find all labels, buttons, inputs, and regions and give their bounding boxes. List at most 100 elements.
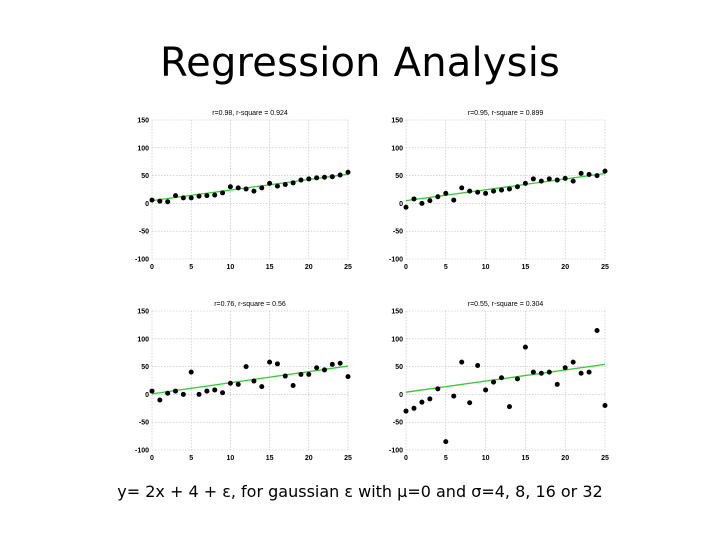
x-tick-label: 0 <box>150 455 154 462</box>
data-point <box>546 176 552 182</box>
slide-caption: y= 2x + 4 + ε, for gaussian ε with μ=0 a… <box>117 482 603 501</box>
y-tick-label: 0 <box>399 392 403 399</box>
data-point <box>451 197 457 203</box>
data-point <box>467 400 473 406</box>
data-point <box>483 387 489 393</box>
data-point <box>403 408 409 414</box>
y-tick-label: 50 <box>141 173 149 180</box>
y-tick-label: 100 <box>391 336 403 343</box>
data-point <box>204 193 210 199</box>
data-point <box>329 174 335 180</box>
data-point <box>602 403 608 409</box>
slide-title: Regression Analysis <box>159 40 561 86</box>
data-point <box>562 175 568 181</box>
data-point <box>345 169 351 175</box>
data-point <box>282 181 288 187</box>
y-tick-label: -100 <box>135 257 149 264</box>
scatter-plot-sigma-8: r=0.95, r-square = 0.899-100-50050100150… <box>389 110 609 271</box>
data-point <box>220 390 226 396</box>
data-point <box>499 375 505 381</box>
data-point <box>267 180 273 186</box>
data-point <box>188 369 194 375</box>
data-point <box>204 388 210 394</box>
data-point <box>235 381 241 387</box>
data-point <box>586 369 592 375</box>
data-point <box>419 200 425 206</box>
y-tick-label: 0 <box>399 201 403 208</box>
x-tick-label: 5 <box>189 455 193 462</box>
data-point <box>475 189 481 195</box>
data-point <box>594 327 600 333</box>
data-point <box>562 365 568 371</box>
data-point <box>506 186 512 192</box>
scatter-plot-sigma-4: r=0.98, r-square = 0.924-100-50050100150… <box>135 110 352 271</box>
data-point <box>602 168 608 174</box>
data-point <box>251 378 257 384</box>
x-tick-label: 10 <box>227 264 235 271</box>
data-point <box>290 383 296 389</box>
data-point <box>419 399 425 405</box>
data-point <box>251 188 257 194</box>
x-tick-label: 25 <box>601 455 609 462</box>
data-point <box>298 371 304 377</box>
y-tick-label: -50 <box>393 420 403 427</box>
x-tick-label: 0 <box>404 264 408 271</box>
data-point <box>403 204 409 210</box>
y-tick-label: 100 <box>391 145 403 152</box>
data-point <box>149 197 155 203</box>
data-point <box>522 344 528 350</box>
x-tick-label: 15 <box>266 455 274 462</box>
data-point <box>329 361 335 367</box>
data-point <box>196 193 202 199</box>
data-point <box>491 379 497 385</box>
x-tick-label: 15 <box>522 455 530 462</box>
data-point <box>220 190 226 196</box>
data-point <box>282 373 288 379</box>
data-point <box>411 196 417 202</box>
data-point <box>243 364 249 370</box>
data-point <box>337 172 343 178</box>
data-point <box>196 391 202 397</box>
x-tick-label: 20 <box>305 264 313 271</box>
data-point <box>345 374 351 380</box>
y-tick-label: 0 <box>145 392 149 399</box>
data-point <box>337 360 343 366</box>
data-point <box>298 177 304 183</box>
y-tick-label: 150 <box>391 118 403 125</box>
data-point <box>274 361 280 367</box>
data-point <box>188 195 194 201</box>
data-point <box>212 192 218 198</box>
y-tick-label: -50 <box>393 229 403 236</box>
data-point <box>578 370 584 376</box>
x-tick-label: 10 <box>227 455 235 462</box>
data-point <box>506 404 512 410</box>
data-point <box>427 198 433 204</box>
y-tick-label: -100 <box>135 448 149 455</box>
x-tick-label: 20 <box>561 264 569 271</box>
data-point <box>157 397 163 403</box>
y-tick-label: 50 <box>395 364 403 371</box>
y-tick-label: 100 <box>137 145 149 152</box>
x-tick-label: 25 <box>344 455 352 462</box>
data-point <box>259 384 265 390</box>
x-tick-label: 0 <box>150 264 154 271</box>
y-tick-label: 50 <box>141 364 149 371</box>
data-point <box>274 183 280 189</box>
plot-title: r=0.76, r-square = 0.56 <box>214 301 286 308</box>
data-point <box>491 188 497 194</box>
data-point <box>259 185 265 191</box>
data-point <box>314 175 320 181</box>
data-point <box>290 180 296 186</box>
data-point <box>570 359 576 365</box>
x-tick-label: 10 <box>482 264 490 271</box>
x-tick-label: 20 <box>561 455 569 462</box>
data-point <box>227 184 233 190</box>
data-point <box>443 439 449 445</box>
data-point <box>546 369 552 375</box>
data-point <box>475 362 481 368</box>
data-point <box>554 177 560 183</box>
data-point <box>435 194 441 200</box>
x-tick-label: 25 <box>601 264 609 271</box>
plot-title: r=0.55, r-square = 0.304 <box>468 301 544 308</box>
data-point <box>227 380 233 386</box>
